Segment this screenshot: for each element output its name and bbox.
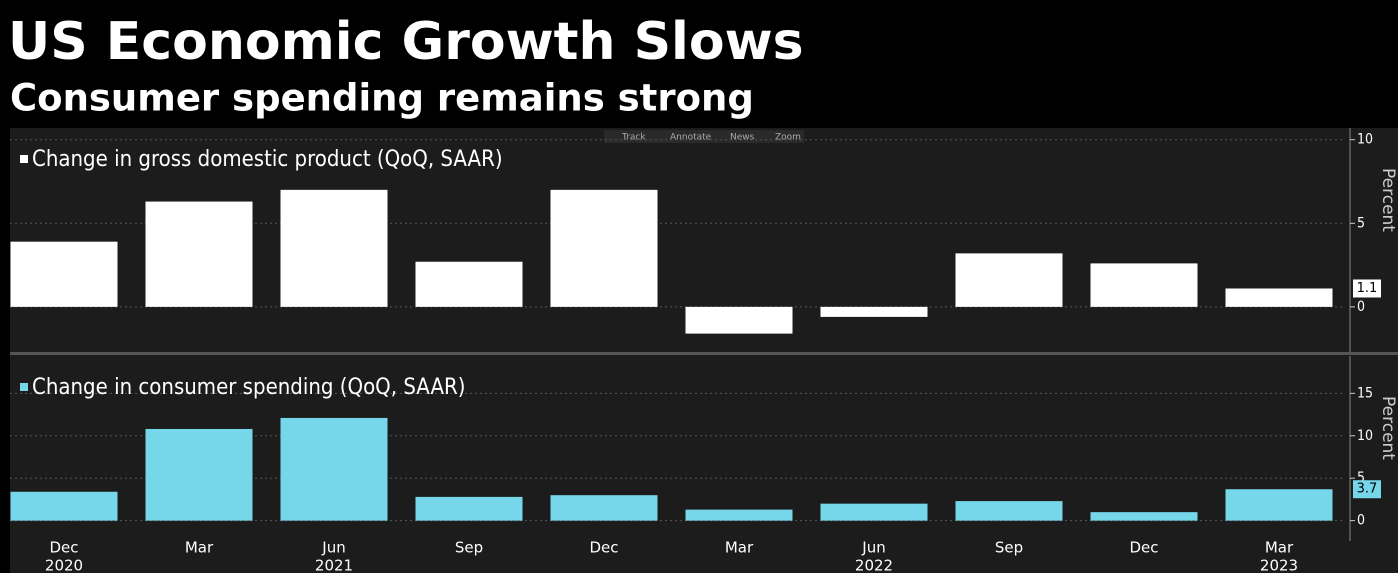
legend-swatch (20, 383, 28, 391)
x-year-label: 2020 (45, 557, 83, 573)
bar (1225, 489, 1333, 521)
bar (550, 189, 658, 307)
legend-label: Change in consumer spending (QoQ, SAAR) (32, 375, 465, 400)
y-tick-label: 5 (1357, 470, 1365, 486)
legend-label: Change in gross domestic product (QoQ, S… (32, 147, 503, 172)
bar (685, 509, 793, 521)
bar (1090, 263, 1198, 307)
y-tick-label: 15 (1357, 385, 1373, 401)
y-tick-label: 0 (1357, 513, 1365, 529)
x-tick-label: Mar (725, 539, 754, 557)
x-tick-label: Dec (49, 539, 78, 557)
y-tick-label: 0 (1357, 299, 1365, 315)
title: US Economic Growth Slows (8, 12, 804, 72)
bar (685, 306, 793, 334)
panel-divider (10, 352, 1398, 355)
last-value-label: 1.1 (1357, 281, 1378, 296)
toolbar-item[interactable]: News (730, 133, 755, 143)
bar (10, 241, 118, 307)
bar (955, 253, 1063, 307)
bar (955, 501, 1063, 521)
x-year-label: 2021 (315, 557, 353, 573)
bar (415, 261, 523, 307)
toolbar (604, 130, 804, 143)
x-tick-label: Jun (861, 539, 885, 557)
x-tick-label: Mar (1265, 539, 1294, 557)
x-tick-label: Dec (1129, 539, 1158, 557)
y-tick-label: 10 (1357, 132, 1373, 148)
y-tick-label: 5 (1357, 215, 1365, 231)
x-year-label: 2023 (1260, 557, 1298, 573)
last-value-box (1353, 480, 1381, 499)
x-tick-label: Jun (321, 539, 345, 557)
x-tick-label: Sep (995, 539, 1023, 557)
bar (415, 496, 523, 521)
bar (280, 417, 388, 521)
x-year-label: 2022 (855, 557, 893, 573)
bar (820, 306, 928, 317)
last-value-label: 3.7 (1357, 482, 1378, 497)
x-tick-label: Mar (185, 539, 214, 557)
x-tick-label: Sep (455, 539, 483, 557)
bar (280, 189, 388, 307)
x-tick-label: Dec (589, 539, 618, 557)
bar (820, 503, 928, 521)
legend-swatch (20, 155, 28, 163)
y-axis-label: Percent (1378, 168, 1398, 232)
y-tick-label: 10 (1357, 428, 1373, 444)
bar (1225, 288, 1333, 307)
toolbar-item[interactable]: Annotate (670, 133, 712, 143)
toolbar-item[interactable]: Track (621, 133, 646, 143)
bar (550, 495, 658, 521)
subtitle: Consumer spending remains strong (10, 77, 754, 120)
y-axis-label: Percent (1378, 396, 1398, 460)
bar (1090, 512, 1198, 521)
bar (10, 491, 118, 521)
bar (145, 428, 253, 521)
bar (145, 201, 253, 307)
toolbar-item[interactable]: Zoom (775, 133, 801, 143)
last-value-box (1353, 279, 1381, 298)
